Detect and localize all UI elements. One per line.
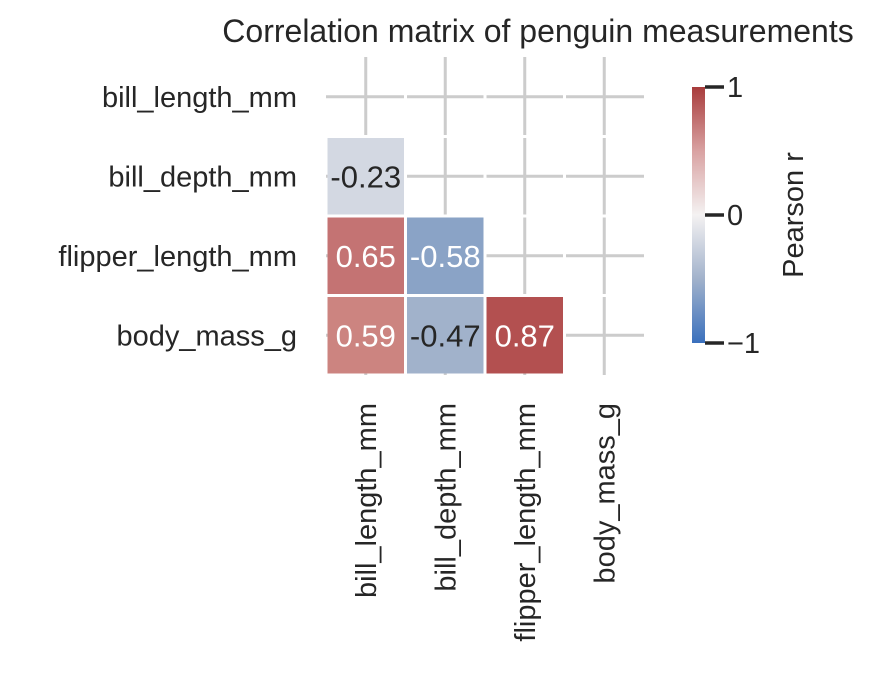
heatmap-cell <box>407 217 484 294</box>
colorbar-tick-label: 1 <box>727 72 743 104</box>
cell-value-label: -0.23 <box>330 159 401 194</box>
heatmap-cell <box>327 217 404 294</box>
cell-value-label: -0.47 <box>410 318 481 353</box>
x-tick-label: flipper_length_mm <box>510 403 542 642</box>
colorbar-tick-label: 0 <box>727 200 743 232</box>
y-tick-label: flipper_length_mm <box>58 241 297 273</box>
heatmap-cell <box>407 297 484 374</box>
heatmap-cell <box>486 297 563 374</box>
x-tick-label: bill_length_mm <box>351 403 383 598</box>
y-tick-labels: bill_length_mm bill_depth_mm flipper_lengt… <box>58 82 297 353</box>
colorbar: 1 0 −1 Pearson r <box>692 72 810 360</box>
cell-value-label: 0.65 <box>336 239 396 274</box>
y-tick-label: body_mass_g <box>116 320 297 352</box>
colorbar-label: Pearson r <box>778 152 810 278</box>
y-tick-label: bill_length_mm <box>102 82 297 114</box>
cell-value-label: 0.87 <box>495 318 555 353</box>
heatmap-cells: -0.23 0.65 -0.58 0.59 -0.47 0.87 <box>327 138 563 374</box>
x-tick-label: body_mass_g <box>589 403 621 584</box>
colorbar-tick-label: −1 <box>727 328 760 360</box>
cell-value-label: -0.58 <box>410 239 481 274</box>
heatmap-cell <box>327 138 404 215</box>
x-tick-labels: bill_length_mm bill_depth_mm flipper_lengt… <box>351 403 622 642</box>
colorbar-gradient <box>692 87 705 343</box>
chart-title: Correlation matrix of penguin measuremen… <box>222 13 853 49</box>
heatmap-cell <box>327 297 404 374</box>
y-tick-label: bill_depth_mm <box>108 161 297 193</box>
cell-value-label: 0.59 <box>336 318 396 353</box>
x-tick-label: bill_depth_mm <box>430 403 462 592</box>
